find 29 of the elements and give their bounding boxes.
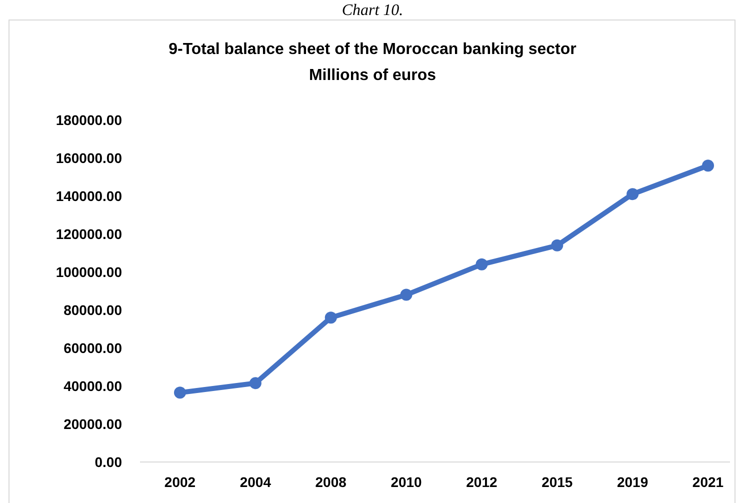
y-tick-label: 80000.00	[64, 302, 122, 318]
chart-title: 9-Total balance sheet of the Moroccan banking sector	[168, 41, 576, 58]
caption: Chart 10.	[342, 2, 404, 19]
point	[324, 312, 337, 324]
point	[400, 288, 412, 301]
x-tick-label: 2008	[315, 474, 347, 490]
y-tick-label: 120000.00	[56, 226, 122, 242]
y-tick-label: 60000.00	[64, 340, 122, 356]
point	[626, 188, 639, 200]
y-tick-label: 0.00	[94, 454, 122, 470]
y-tick-label: 40000.00	[64, 378, 122, 394]
x-tick-label: 2015	[542, 474, 573, 490]
point	[702, 160, 714, 172]
x-tick-label: 2021	[692, 474, 724, 490]
x-tick-label: 2002	[164, 474, 196, 490]
y-tick-label: 160000.00	[56, 150, 122, 166]
y-tick-label: 100000.00	[56, 264, 122, 280]
x-tick-label: 2010	[390, 474, 422, 490]
x-tick-label: 2012	[466, 474, 498, 490]
chart-subtitle: Millions of euros	[308, 67, 436, 84]
point	[174, 386, 186, 399]
point	[476, 258, 488, 270]
y-tick-label: 20000.00	[64, 416, 122, 432]
y-tick-label: 140000.00	[56, 188, 122, 204]
x-tick-label: 2004	[240, 474, 272, 490]
x-tick-label: 2019	[616, 474, 648, 490]
point	[551, 239, 564, 252]
y-tick-label: 180000.00	[56, 112, 122, 128]
point	[249, 377, 262, 390]
